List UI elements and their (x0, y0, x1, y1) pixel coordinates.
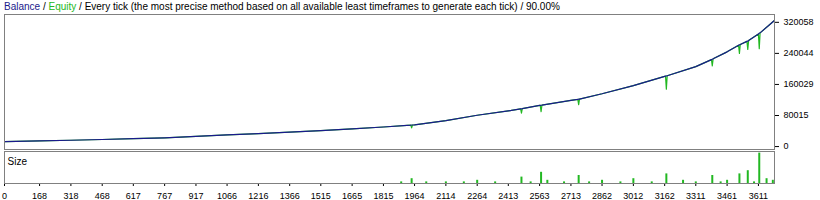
svg-text:468: 468 (95, 191, 110, 200)
svg-text:2862: 2862 (592, 191, 612, 200)
svg-text:160029: 160029 (784, 79, 814, 89)
svg-text:3311: 3311 (686, 191, 705, 200)
html-text:Balance / Equity / Every tick: Balance / Equity / Every tick (the most … (4, 1, 560, 12)
svg-text:767: 767 (157, 191, 172, 200)
svg-text:3461: 3461 (717, 191, 737, 200)
svg-text:3611: 3611 (749, 191, 768, 200)
svg-text:617: 617 (126, 191, 141, 200)
svg-text:Size: Size (8, 156, 28, 167)
svg-text:2713: 2713 (561, 191, 581, 200)
svg-text:320058: 320058 (784, 17, 814, 27)
svg-text:2413: 2413 (498, 191, 518, 200)
svg-text:80015: 80015 (784, 110, 809, 120)
svg-text:240044: 240044 (784, 48, 814, 58)
svg-text:2563: 2563 (530, 191, 550, 200)
svg-text:3162: 3162 (655, 191, 675, 200)
svg-text:1964: 1964 (405, 191, 425, 200)
svg-text:3012: 3012 (623, 191, 643, 200)
svg-text:1216: 1216 (248, 191, 268, 200)
svg-text:1066: 1066 (217, 191, 237, 200)
svg-text:2114: 2114 (436, 191, 455, 200)
svg-text:2264: 2264 (467, 191, 487, 200)
svg-text:1665: 1665 (342, 191, 362, 200)
svg-text:917: 917 (188, 191, 203, 200)
svg-text:1815: 1815 (373, 191, 393, 200)
svg-text:0: 0 (784, 141, 789, 150)
svg-text:0: 0 (2, 191, 7, 200)
svg-text:168: 168 (32, 191, 47, 200)
svg-text:1366: 1366 (280, 191, 300, 200)
svg-text:1515: 1515 (311, 191, 331, 200)
svg-text:318: 318 (63, 191, 78, 200)
